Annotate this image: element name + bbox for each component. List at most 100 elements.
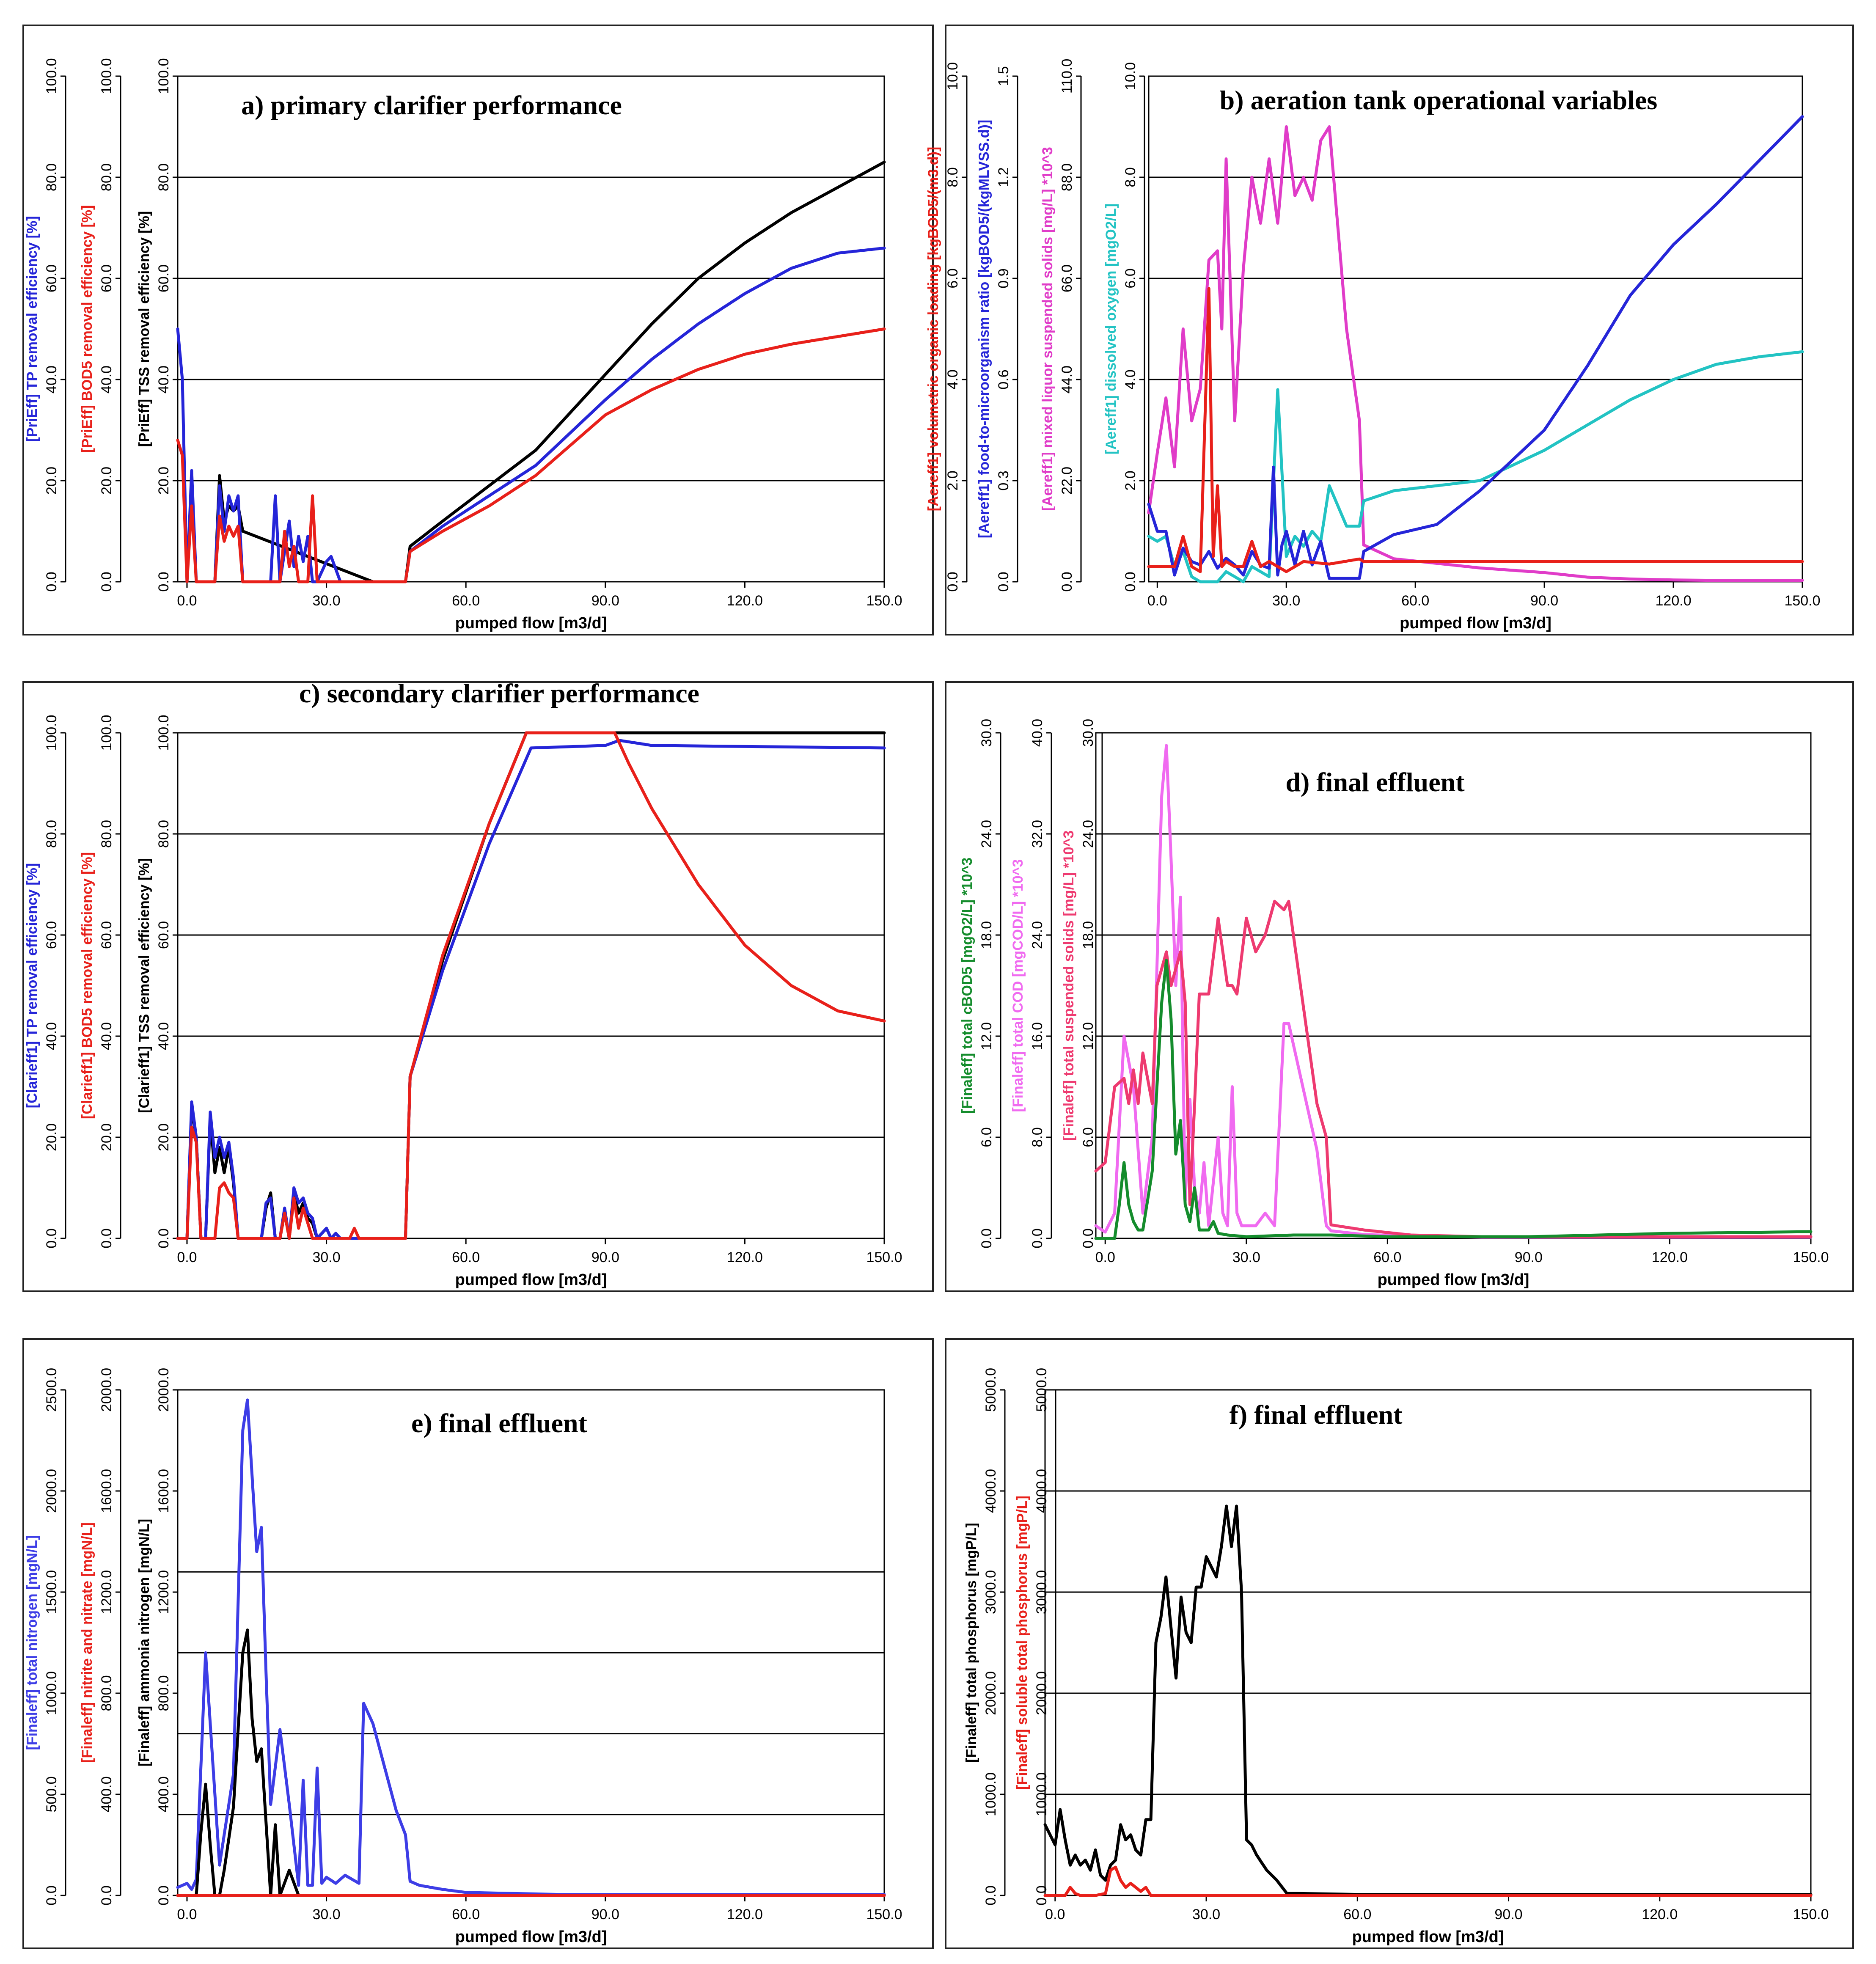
y-tick-label: 22.0 (1059, 467, 1075, 495)
x-tick-label: 90.0 (591, 1906, 619, 1923)
chart-panel-b: 0.0 30.0 60.0 90.0 120.0 150.0 pumped flow [m3… (925, 25, 1854, 635)
series-line-soluble-total-phosphorus (1043, 1865, 1813, 1897)
y-tick-label: 20.0 (156, 467, 172, 495)
y-tick-label: 66.0 (1059, 264, 1075, 292)
y-tick-label: 100.0 (99, 715, 115, 751)
y-tick-label: 0.0 (979, 1228, 995, 1248)
y-axis-2: 0.0 20.0 40.0 60.0 80.0 100.0 [Clarieff1] BOD5… (79, 715, 121, 1249)
y-tick-label: 40.0 (1029, 719, 1045, 747)
x-tick-label: 60.0 (452, 1249, 480, 1265)
y-tick-label: 0.0 (99, 1885, 115, 1905)
y-tick-label: 2000.0 (983, 1671, 999, 1715)
y-tick-label: 24.0 (1029, 921, 1045, 949)
x-tick-label: 150.0 (1784, 593, 1820, 609)
y-axis-2: 0.01000.02000.03000.04000.05000.0[Finale… (1014, 1368, 1056, 1906)
y-tick-label: 24.0 (1080, 820, 1096, 848)
y-tick-label: 18.0 (979, 921, 995, 949)
y-axis-2: 0.0 20.0 40.0 60.0 80.0 100.0 [PriEff] BOD5 re… (79, 58, 121, 592)
y-tick-label: 0.0 (156, 1228, 172, 1248)
y-tick-label: 80.0 (99, 820, 115, 848)
y-tick-label: 2000.0 (99, 1368, 115, 1412)
y-tick-label: 40.0 (99, 1022, 115, 1050)
y-tick-label: 80.0 (156, 163, 172, 191)
y-tick-label: 60.0 (156, 264, 172, 292)
y-tick-label: 0.0 (1122, 572, 1139, 591)
chart-title: c) secondary clarifier performance (299, 678, 699, 708)
series-line-tss-removal-efficiency (213, 160, 886, 583)
x-tick-label: 120.0 (1652, 1249, 1688, 1265)
x-axis-label: pumped flow [m3/d] (455, 1928, 607, 1946)
y-tick-label: 32.0 (1029, 820, 1045, 848)
y-tick-label: 60.0 (44, 264, 60, 292)
x-tick-label: 30.0 (1232, 1249, 1260, 1265)
y-tick-label: 500.0 (44, 1776, 60, 1812)
y-tick-label: 8.0 (945, 167, 961, 187)
y-axis-label: [Finaleff] total nitrogen [mgN/L] (24, 1535, 40, 1750)
y-tick-label: 60.0 (156, 921, 172, 949)
x-tick-label: 30.0 (1192, 1906, 1220, 1923)
x-tick-label: 90.0 (591, 593, 619, 609)
chart-panel-a: 0.0 30.0 60.0 90.0 120.0 150.0 pumped flow [m3… (22, 25, 934, 635)
y-axis-1: 0.0 6.0 12.0 18.0 24.0 30.0 [Finaleff] total c… (959, 719, 1001, 1249)
y-tick-label: 60.0 (99, 264, 115, 292)
y-tick-label: 40.0 (156, 366, 172, 393)
y-axis-label: [Clarieff1] BOD5 removal efficiency [%] (79, 852, 95, 1119)
y-axis-3: 0.0 6.0 12.0 18.0 24.0 30.0 [Finaleff] total s… (1061, 719, 1103, 1249)
y-axis-label: [Finaleff] total cBOD5 [mgO2/L] *10^3 (959, 858, 975, 1114)
y-tick-label: 800.0 (99, 1675, 115, 1711)
y-axis-3: 0.0 20.0 40.0 60.0 80.0 100.0 [Clarieff1] TSS … (136, 715, 179, 1249)
y-axis-3: 0.0 22.0 44.0 66.0 88.0 110.0 [Aereff1] mixed … (1040, 59, 1082, 592)
x-tick-label: 150.0 (866, 593, 902, 609)
chart-panel-d: 0.0 30.0 60.0 90.0 120.0 150.0 pumped flow [m3… (945, 681, 1854, 1292)
y-tick-label: 44.0 (1059, 366, 1075, 393)
y-axis-label: [Finaleff] ammonia nitrogen [mgN/L] (136, 1519, 152, 1767)
x-tick-label: 0.0 (1045, 1906, 1065, 1923)
y-tick-label: 6.0 (1122, 268, 1139, 288)
y-tick-label: 60.0 (44, 921, 60, 949)
y-tick-label: 1000.0 (44, 1671, 60, 1715)
y-tick-label: 30.0 (1080, 719, 1096, 747)
plot-area (1148, 75, 1803, 583)
y-tick-label: 0.0 (945, 572, 961, 591)
y-axis-1: 0.0 20.0 40.0 60.0 80.0 100.0 [Clarieff1] TP r… (24, 715, 66, 1249)
x-tick-label: 60.0 (452, 1906, 480, 1923)
y-tick-label: 4.0 (1122, 369, 1139, 389)
x-tick-label: 30.0 (312, 1906, 340, 1923)
y-tick-label: 2.0 (1122, 470, 1139, 490)
y-tick-label: 6.0 (1080, 1127, 1096, 1147)
y-tick-label: 100.0 (99, 58, 115, 94)
y-axis-label: [Aereff1] volumetric organic loading [kg… (925, 147, 941, 511)
series-line-dissolved-oxygen (1147, 350, 1804, 583)
y-axis-1: 0.0 1000.0 2000.0 3000.0 4000.0 5000.0 [Finale… (963, 1368, 1006, 1906)
y-tick-label: 1.2 (996, 167, 1012, 187)
x-tick-label: 30.0 (312, 1249, 340, 1265)
y-tick-label: 20.0 (156, 1123, 172, 1151)
x-tick-label: 60.0 (1373, 1249, 1401, 1265)
y-tick-label: 10.0 (1122, 62, 1139, 90)
x-tick-label: 0.0 (177, 1249, 197, 1265)
x-tick-label: 60.0 (452, 593, 480, 609)
y-tick-label: 80.0 (156, 820, 172, 848)
x-axis-label: pumped flow [m3/d] (455, 614, 607, 632)
series-line-bod5-removal-efficiency (176, 731, 886, 1240)
y-tick-label: 20.0 (44, 467, 60, 495)
y-tick-label: 400.0 (156, 1776, 172, 1812)
y-tick-label: 80.0 (44, 163, 60, 191)
x-tick-label: 90.0 (1515, 1249, 1543, 1265)
series-line-total-cod (1094, 744, 1813, 1239)
y-tick-label: 2000.0 (156, 1368, 172, 1412)
y-tick-label: 100.0 (44, 58, 60, 94)
y-tick-label: 400.0 (99, 1776, 115, 1812)
y-tick-label: 4.0 (945, 369, 961, 389)
y-axis-3: 0.0 20.0 40.0 60.0 80.0 100.0 [PriEff] TSS rem… (136, 58, 179, 592)
y-tick-label: 20.0 (44, 1123, 60, 1151)
y-tick-label: 40.0 (44, 366, 60, 393)
x-tick-label: 90.0 (1530, 593, 1558, 609)
x-tick-label: 0.0 (1095, 1249, 1115, 1265)
y-tick-label: 0.0 (156, 1885, 172, 1905)
y-tick-label: 5000.0 (1034, 1368, 1050, 1412)
y-tick-label: 20.0 (99, 467, 115, 495)
y-tick-label: 8.0 (1122, 167, 1139, 187)
x-axis-label: pumped flow [m3/d] (455, 1271, 607, 1289)
